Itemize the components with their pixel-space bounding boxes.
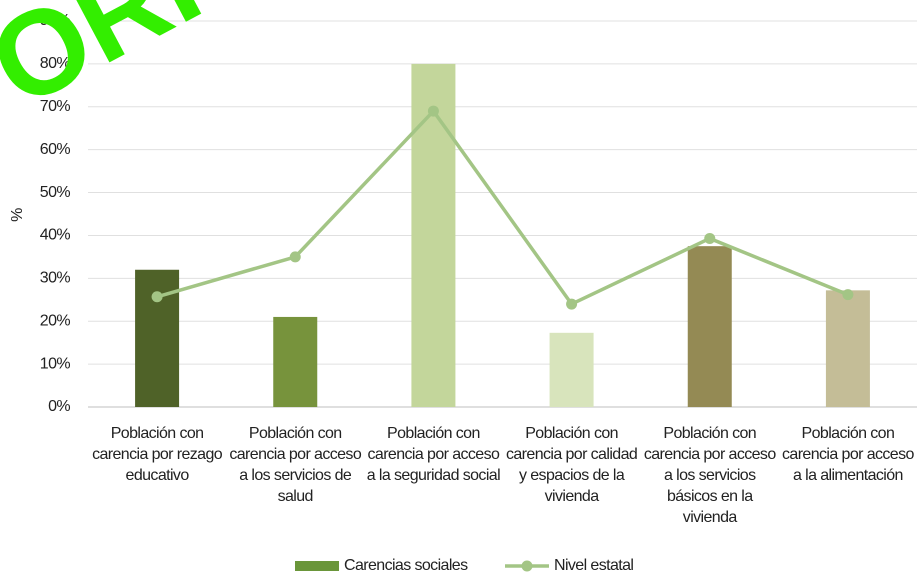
- bar: [411, 63, 456, 408]
- line-point: [427, 105, 439, 117]
- y-tick-label: 0%: [48, 398, 70, 415]
- x-tick-label: Población con carencia por acceso a los …: [229, 425, 362, 505]
- y-tick-label: 60%: [40, 141, 71, 158]
- x-tick-label: Población con carencia por calidad y esp…: [505, 425, 638, 505]
- x-tick-label: Población con carencia por acceso a los …: [643, 425, 776, 526]
- x-tick-label: Población con carencia por rezago educat…: [92, 425, 223, 484]
- bar: [135, 269, 180, 407]
- bar: [273, 316, 318, 407]
- y-axis-label: %: [9, 208, 26, 222]
- watermark: ORIG: [0, 0, 303, 133]
- y-tick-label: 20%: [40, 312, 71, 329]
- bar: [825, 290, 870, 407]
- y-tick-label: 10%: [40, 355, 71, 372]
- y-tick-label: 30%: [40, 270, 71, 287]
- y-tick-label: 80%: [40, 55, 71, 72]
- y-tick-label: 90%: [40, 12, 71, 29]
- bar: [687, 246, 732, 407]
- x-tick-label: Población con carencia por acceso a la s…: [366, 425, 501, 484]
- line-point: [151, 291, 163, 303]
- line: [156, 108, 849, 307]
- y-tick-label: 40%: [40, 227, 71, 244]
- line-point: [566, 298, 578, 310]
- line-point: [289, 251, 301, 263]
- x-tick-label: Población con carencia por acceso a la a…: [782, 425, 914, 484]
- line-point: [704, 232, 716, 244]
- bar: [549, 332, 594, 407]
- line-point: [842, 289, 854, 301]
- legend-label: Nivel estatal: [554, 557, 633, 574]
- legend-label: Carencias sociales: [344, 557, 468, 574]
- y-tick-label: 70%: [40, 98, 71, 115]
- legend-swatch: [521, 560, 533, 572]
- y-tick-label: 50%: [40, 184, 71, 201]
- legend-swatch: [295, 561, 339, 571]
